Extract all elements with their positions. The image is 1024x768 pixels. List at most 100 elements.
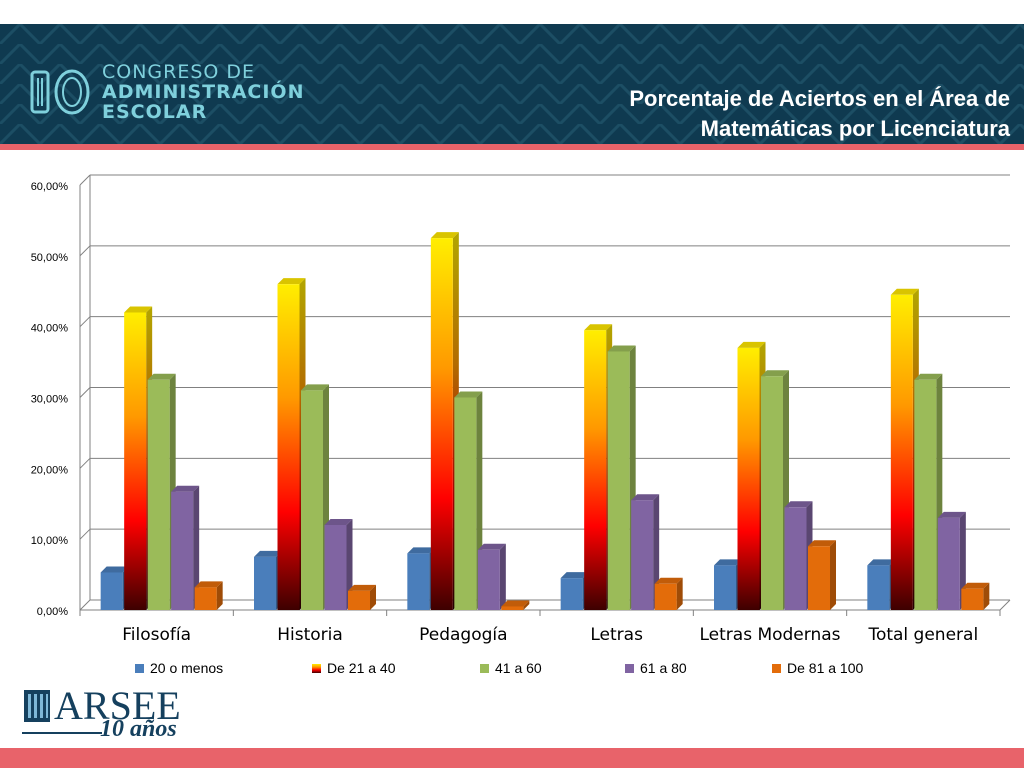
legend-swatch <box>480 663 489 673</box>
bar-front <box>407 553 430 610</box>
y-tick-label: 0,00% <box>37 606 68 618</box>
bar-front <box>761 376 783 610</box>
bar-side <box>346 519 353 610</box>
congress-logo-number-icon <box>30 69 90 115</box>
bar-front <box>737 347 760 610</box>
bar-front <box>454 397 477 610</box>
x-category-label: Letras Modernas <box>699 625 840 645</box>
bar-side <box>193 485 200 610</box>
bar-front <box>714 565 736 610</box>
legend-swatch <box>625 663 634 673</box>
x-axis-depth <box>999 599 1011 611</box>
bar-4-6 <box>937 511 966 610</box>
slide-title: Porcentaje de Aciertos en el Área de Mat… <box>410 84 1010 144</box>
gridline-depth <box>79 387 91 398</box>
header-accent-stripe <box>0 144 1024 150</box>
legend-label: 61 a 80 <box>640 660 687 676</box>
legend-item: 41 a 60 <box>480 660 542 676</box>
bar-top <box>100 566 129 573</box>
bar-5-2 <box>348 584 376 610</box>
x-category-label: Letras <box>590 625 643 645</box>
logo-line-escolar: ESCOLAR <box>102 101 208 123</box>
legend-label: 20 o menos <box>150 660 224 676</box>
top-margin <box>0 0 1024 24</box>
bar-top <box>607 345 636 352</box>
bar-chart: 0,00% 10,00% 20,00% 30,00% 40,00% 50,00% 60,00… <box>31 174 1011 645</box>
arsee-logo: ARSEE 10 años <box>22 686 202 744</box>
bar-side <box>499 543 506 610</box>
bar-front <box>171 491 194 610</box>
bar-4-1 <box>171 485 200 610</box>
bar-top <box>430 232 459 239</box>
x-category-label: Total general <box>867 625 978 645</box>
bar-side <box>983 582 990 610</box>
y-tick-label: 20,00% <box>31 464 69 476</box>
bar-front <box>147 379 170 610</box>
footer-accent-stripe <box>0 748 1024 768</box>
bar-5-1 <box>194 581 223 610</box>
bar-top <box>348 584 376 591</box>
bar-top <box>890 288 919 295</box>
bar-side <box>216 581 223 610</box>
bar-front <box>477 549 500 610</box>
bar-front <box>430 238 453 610</box>
bar-top <box>761 370 789 377</box>
bar-front <box>784 507 807 610</box>
legend-swatch <box>772 663 781 673</box>
x-category-label: Filosofía <box>122 625 191 645</box>
bar-front <box>560 578 583 610</box>
bar-top <box>737 341 766 348</box>
bar-top <box>171 485 200 492</box>
bar-front <box>584 330 607 610</box>
bar-top <box>654 577 683 584</box>
arsee-brand: ARSEE <box>54 683 181 728</box>
chart-legend: 20 o menos De 21 a 40 41 a 60 61 a 80 De 81 … <box>0 660 1024 680</box>
bar-5-4 <box>654 577 683 610</box>
bar-top <box>808 540 836 547</box>
bar-top <box>301 384 329 391</box>
gridline-depth <box>79 316 91 328</box>
legend-label: 41 a 60 <box>495 660 542 676</box>
bar-top <box>867 559 896 566</box>
gridline-depth <box>79 457 91 469</box>
slide-title-line2: Matemáticas por Licenciatura <box>700 116 1010 141</box>
bar-front <box>501 606 524 610</box>
bar-top <box>914 373 943 380</box>
header-banner: CONGRESO DE ADMINISTRACIÓN ESCOLAR Porce… <box>0 24 1024 144</box>
gridline-depth <box>79 599 91 611</box>
chart-labels: 0,00% 10,00% 20,00% 30,00% 40,00% 50,00% 60,00… <box>31 181 979 645</box>
legend-item: 61 a 80 <box>625 660 687 676</box>
legend-item: De 21 a 40 <box>312 660 396 676</box>
bar-side <box>959 511 966 610</box>
arsee-anniversary: 10 años <box>100 716 177 742</box>
bar-front <box>100 572 123 610</box>
bar-top <box>631 494 660 501</box>
y-tick-label: 10,00% <box>31 535 69 547</box>
logo-line-administracion: ADMINISTRACIÓN <box>102 81 305 103</box>
gridline-depth <box>79 245 91 257</box>
bar-front <box>194 587 217 610</box>
bar-side <box>830 540 836 610</box>
bar-5-6 <box>961 582 990 610</box>
chart-bars <box>100 232 990 610</box>
legend-label: De 21 a 40 <box>327 660 396 676</box>
bar-front <box>890 294 913 610</box>
bar-side <box>370 584 376 610</box>
gridline-depth <box>79 174 91 186</box>
bar-top <box>147 373 176 380</box>
bar-top <box>584 324 613 331</box>
legend-item: 20 o menos <box>135 660 223 676</box>
bar-top <box>501 600 530 607</box>
bar-4-3 <box>477 543 506 610</box>
y-tick-label: 40,00% <box>31 323 69 335</box>
bar-top <box>961 582 990 589</box>
bar-top <box>784 501 813 508</box>
legend-item: De 81 a 100 <box>772 660 863 676</box>
x-category-label: Pedagogía <box>419 625 507 645</box>
bar-top <box>477 543 506 550</box>
bar-top <box>560 572 589 579</box>
bar-front <box>254 556 276 610</box>
bar-side <box>523 600 530 610</box>
bar-top <box>324 519 353 525</box>
bar-front <box>301 390 323 610</box>
